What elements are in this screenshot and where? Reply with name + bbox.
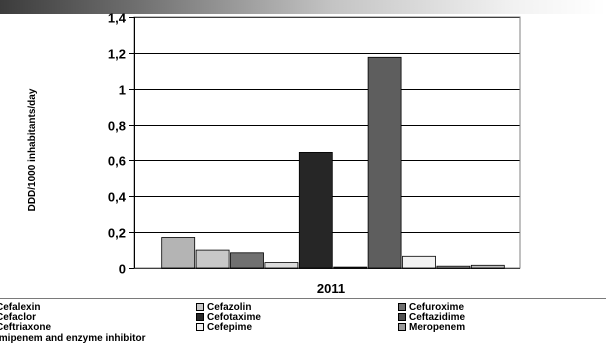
legend-label: Cefalexin bbox=[0, 302, 41, 313]
bar-ceftazidime bbox=[333, 266, 368, 269]
y-axis-label: DDD/1000 inhabitants/day bbox=[27, 88, 38, 211]
legend-divider bbox=[0, 298, 606, 299]
bar-cefalexin bbox=[161, 237, 196, 269]
bar-ceftriaxone bbox=[367, 56, 402, 269]
y-tick-label: 0,8 bbox=[108, 119, 126, 134]
bar-cefotaxime bbox=[298, 151, 333, 269]
legend-label: Imipenem and enzyme inhibitor bbox=[0, 333, 146, 344]
y-tick-label: 0 bbox=[119, 262, 126, 277]
bar-cefaclor bbox=[264, 262, 299, 269]
legend-label: Cefotaxime bbox=[207, 312, 261, 323]
y-tick-label: 1,4 bbox=[108, 11, 127, 26]
bar-cefepime bbox=[402, 255, 436, 269]
legend-item: Cefazolin bbox=[196, 302, 251, 313]
legend-item: Ceftriaxone bbox=[0, 322, 51, 333]
legend-label: Ceftazidime bbox=[409, 312, 466, 323]
legend-swatch bbox=[196, 303, 204, 311]
legend-swatch bbox=[398, 313, 406, 321]
bars bbox=[161, 56, 505, 269]
legend-label: Cefaclor bbox=[0, 312, 37, 323]
bar-meropenem bbox=[436, 265, 471, 269]
legend-swatch bbox=[196, 323, 204, 331]
legend-swatch bbox=[398, 303, 406, 311]
y-tick-label: 1,2 bbox=[108, 47, 126, 62]
legend-label: Cefuroxime bbox=[409, 302, 465, 313]
legend-item: Cefotaxime bbox=[196, 312, 261, 323]
x-category-label: 2011 bbox=[317, 281, 345, 296]
legend-label: Ceftriaxone bbox=[0, 322, 52, 333]
bar-cefuroxime bbox=[230, 252, 264, 269]
legend-item: Cefalexin bbox=[0, 302, 40, 313]
top-gradient-bar bbox=[0, 0, 606, 14]
legend-item: Meropenem bbox=[398, 322, 465, 333]
legend-label: Cefepime bbox=[207, 322, 253, 333]
y-tick-label: 0,4 bbox=[108, 190, 127, 205]
legend-item: Imipenem and enzyme inhibitor bbox=[0, 333, 145, 344]
y-tick-label: 0,2 bbox=[108, 226, 126, 241]
legend-label: Cefazolin bbox=[207, 302, 252, 313]
bar-chart: 0 0,2 0,4 0,6 0,8 1 1,2 1,4 DDD/1000 inhabitant… bbox=[27, 11, 521, 296]
legend-swatch bbox=[196, 313, 204, 321]
bar-imipenem-and-enzyme-inhibitor bbox=[470, 264, 505, 269]
legend-swatch bbox=[398, 323, 406, 331]
y-tick-label: 1 bbox=[119, 83, 126, 98]
legend-item: Cefaclor bbox=[0, 312, 36, 323]
legend-item: Cefepime bbox=[196, 322, 252, 333]
legend-label: Meropenem bbox=[409, 322, 466, 333]
bar-cefazolin bbox=[195, 249, 230, 269]
legend-item: Cefuroxime bbox=[398, 302, 464, 313]
y-tick-label: 0,6 bbox=[108, 154, 126, 169]
legend-item: Ceftazidime bbox=[398, 312, 465, 323]
y-axis-ticks: 0 0,2 0,4 0,6 0,8 1 1,2 1,4 bbox=[108, 11, 135, 277]
